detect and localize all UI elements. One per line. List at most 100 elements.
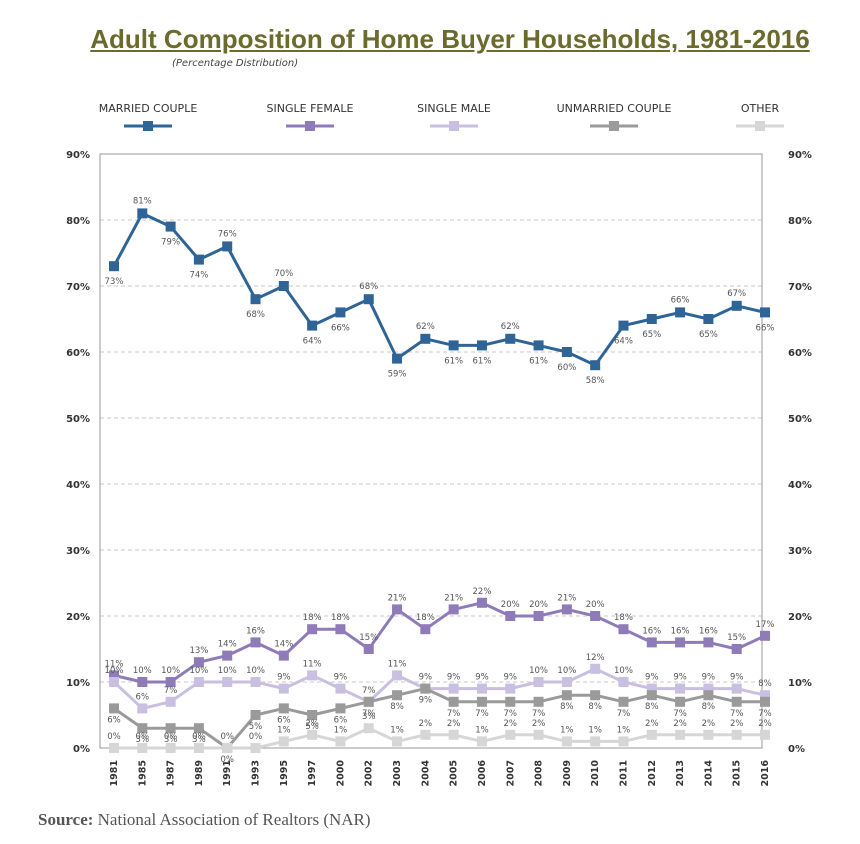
data-label: 76%: [218, 229, 237, 239]
x-tick-label: 1997: [307, 760, 318, 786]
data-label: 62%: [416, 322, 435, 332]
data-point: [760, 696, 770, 707]
data-point: [165, 677, 176, 687]
data-label: 66%: [756, 323, 775, 333]
data-point: [561, 604, 572, 615]
data-label: 2%: [532, 719, 546, 729]
data-point: [448, 604, 459, 615]
data-label: 6%: [136, 692, 150, 702]
data-point: [618, 320, 629, 331]
data-label: 11%: [303, 659, 322, 669]
data-point: [646, 314, 657, 324]
series-unmarried-couple: 6%3% 3% 3%0%5%6%5%6%7%8%9%7% 7% 7% 7%8% 8%7%8%…: [107, 683, 772, 765]
data-label: 8%: [588, 702, 602, 712]
data-point: [137, 208, 148, 219]
series-line: [113, 601, 766, 684]
series-single-male: 10%6%7%10% 10% 10%9%11%9%7%11%9% 9% 9% 9%10% 1…: [105, 653, 772, 714]
data-point: [250, 637, 261, 648]
data-point: [675, 637, 686, 648]
data-point: [561, 347, 572, 357]
x-tick-label: 2012: [647, 760, 658, 786]
data-point: [165, 221, 176, 232]
data-point: [731, 729, 742, 740]
data-label: 2%: [645, 719, 659, 729]
data-point: [420, 624, 431, 635]
data-label: 65%: [699, 330, 718, 340]
data-point: [505, 696, 516, 707]
data-label: 1%: [617, 725, 631, 735]
legend-label: SINGLE FEMALE: [267, 102, 354, 115]
data-point: [250, 710, 261, 720]
data-point: [760, 307, 770, 318]
data-label: 21%: [444, 593, 463, 603]
data-label: 0%: [164, 732, 178, 742]
data-label: 9%: [419, 673, 433, 683]
data-label: 21%: [388, 593, 407, 603]
data-point: [505, 611, 516, 621]
data-point: [533, 340, 544, 351]
data-label: 10%: [133, 666, 152, 676]
data-point: [137, 677, 148, 687]
data-label: 16%: [642, 626, 661, 636]
data-label: 10%: [218, 666, 237, 676]
data-point: [222, 241, 233, 252]
y-tick-label-right: 80%: [788, 216, 812, 227]
y-tick-label-right: 60%: [788, 348, 812, 359]
x-tick-label: 2000: [335, 760, 346, 787]
data-label: 11%: [388, 659, 407, 669]
data-label: 9%: [504, 673, 518, 683]
series-line: [112, 211, 766, 367]
data-point: [137, 703, 148, 714]
data-label: 0%: [220, 755, 234, 765]
data-point: [250, 743, 261, 753]
data-label: 66%: [331, 323, 350, 333]
data-point: [618, 696, 629, 707]
source-label: Source:: [38, 810, 94, 829]
data-label: 20%: [586, 600, 605, 610]
y-tick-label-left: 90%: [66, 150, 90, 161]
data-point: [533, 729, 544, 740]
data-point: [646, 690, 657, 701]
data-label: 15%: [359, 633, 378, 643]
data-point: [222, 650, 233, 661]
data-point: [307, 729, 318, 740]
data-label: 9%: [447, 673, 461, 683]
data-label: 58%: [586, 376, 605, 386]
data-point: [109, 703, 119, 714]
data-label: 10%: [614, 666, 633, 676]
data-label: 6%: [334, 715, 348, 725]
data-label: 2%: [673, 719, 687, 729]
data-label: 61%: [473, 356, 492, 366]
data-label: 10%: [246, 666, 265, 676]
y-tick-label-left: 30%: [66, 546, 90, 557]
data-label: 2%: [305, 719, 319, 729]
data-point: [561, 736, 572, 747]
chart-subtitle: (Percentage Distribution): [172, 58, 299, 69]
grid: [99, 153, 763, 749]
data-label: 7%: [475, 709, 489, 719]
data-point: [278, 281, 289, 291]
series-other: 0% 0% 0% 0% 0% 0% 1% 2% 1% 3% 1% 2% 2% 1% 2% 2% 1% 1% 1% 2%…: [107, 712, 772, 753]
data-label: 1%: [277, 725, 291, 735]
data-point: [448, 729, 459, 740]
y-tick-label-left: 20%: [66, 612, 90, 623]
x-tick-label: 2008: [534, 760, 545, 787]
data-label: 0%: [220, 732, 234, 742]
x-tick-label: 1989: [194, 760, 205, 786]
y-tick-label-right: 0%: [788, 744, 805, 755]
source-note: Source: National Association of Realtors…: [38, 810, 371, 830]
data-label: 9%: [645, 673, 659, 683]
data-label: 10%: [105, 666, 124, 676]
data-label: 7%: [532, 709, 546, 719]
data-label: 18%: [614, 613, 633, 623]
chart-title: Adult Composition of Home Buyer Househol…: [90, 24, 810, 54]
x-tick-label: 2004: [420, 760, 431, 787]
data-label: 10%: [529, 666, 548, 676]
data-label: 18%: [303, 613, 322, 623]
x-tick-label: 2005: [449, 760, 460, 786]
data-label: 2%: [419, 719, 433, 729]
data-label: 7%: [617, 709, 631, 719]
data-label: 8%: [758, 679, 772, 689]
data-point: [618, 677, 629, 687]
series-group: 73% 81% 79% 74% 76% 68% 70% 64% 66% 68% 59% 62% 61% 6…: [105, 196, 775, 765]
